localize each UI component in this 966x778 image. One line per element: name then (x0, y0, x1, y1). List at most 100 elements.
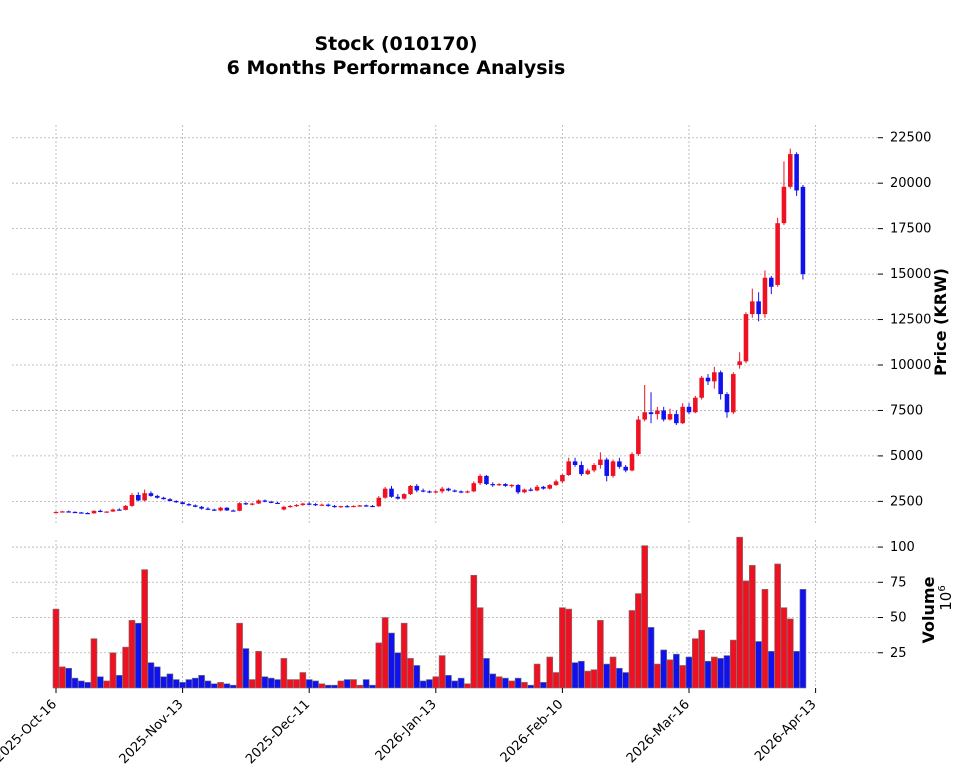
volume-bar (451, 680, 459, 689)
candle-body (572, 461, 578, 465)
candle-body (528, 489, 534, 491)
volume-bar (502, 677, 509, 689)
x-tick-label: 2026-Feb-10 (498, 697, 567, 766)
candle-body (199, 506, 204, 509)
candle-body (712, 372, 717, 382)
volume-bar (609, 656, 617, 689)
volume-bar (394, 652, 402, 689)
candle-body (344, 506, 350, 508)
candle-body (230, 510, 236, 512)
volume-bar (191, 677, 199, 689)
volume-bar (400, 622, 408, 689)
volume-bar (223, 683, 231, 689)
volume-bar (628, 610, 636, 689)
volume-bar (483, 658, 490, 689)
volume-bar (742, 580, 750, 689)
volume-bar (198, 675, 205, 689)
price-grid (12, 137, 878, 502)
candle-body (781, 186, 787, 224)
candle-body (534, 486, 540, 491)
volume-bar (141, 569, 148, 689)
candlesticks (53, 148, 806, 515)
candle-body (136, 495, 141, 501)
volume-bar (603, 663, 611, 689)
candle-body (53, 511, 59, 514)
volume-bar (799, 589, 807, 689)
volume-bar (780, 607, 788, 689)
volume-bar (318, 683, 326, 689)
candle-body (458, 491, 464, 493)
volume-bar (559, 607, 566, 689)
candle-body (294, 505, 299, 507)
candle-body (541, 486, 546, 489)
volume-bar (248, 679, 256, 689)
volume-bar (514, 677, 522, 689)
volume-tick-label: 100 (890, 540, 915, 555)
volume-bar (153, 666, 161, 689)
volume-bar (236, 622, 243, 689)
volume-bar (407, 658, 414, 689)
candle-body (243, 503, 249, 505)
candle-body (85, 513, 90, 515)
volume-bar (172, 679, 180, 689)
volume-bar (115, 675, 123, 689)
candle-body (693, 397, 698, 413)
volume-bar (698, 629, 705, 689)
candle-body (484, 475, 489, 485)
x-tick-label: 2025-Dec-11 (243, 697, 313, 767)
candle-body (566, 461, 572, 475)
volume-bar (774, 563, 781, 689)
candle-body (104, 511, 109, 513)
volume-bar (312, 680, 319, 689)
candle-body (281, 506, 287, 510)
volume-bar (90, 638, 98, 689)
candle-body (762, 277, 768, 315)
volume-exponent-base: 10 (937, 592, 955, 611)
volume-bar (97, 676, 104, 689)
candle-body (667, 414, 673, 420)
candle-body (180, 502, 185, 505)
candle-body (579, 465, 584, 475)
volume-bar (52, 608, 60, 689)
volume-bar (685, 656, 693, 689)
candle-body (794, 154, 799, 191)
candle-body (680, 406, 685, 424)
candle-body (617, 461, 622, 467)
candle-body (268, 501, 274, 503)
volume-axis-exponent: 106 (937, 585, 955, 610)
candle-body (496, 484, 502, 486)
volume-bar (255, 651, 262, 689)
volume-bar (78, 680, 85, 689)
volume-bar (210, 683, 218, 689)
candle-body (389, 488, 394, 497)
candle-body (357, 505, 363, 507)
volume-bar (293, 679, 300, 689)
volume-bar (755, 641, 762, 689)
volume-bar (679, 665, 686, 689)
volume-bar (660, 649, 667, 689)
candle-body (370, 505, 375, 508)
candle-body (395, 496, 401, 499)
candle-body (167, 499, 173, 501)
candle-body (547, 485, 553, 489)
candle-body (186, 504, 192, 506)
volume-bar (160, 676, 167, 689)
volume-bar (647, 627, 655, 689)
volume-bar (793, 651, 800, 689)
candle-body (363, 505, 369, 507)
volume-bar (369, 684, 376, 689)
volume-bar (305, 679, 313, 689)
candle-body (503, 484, 508, 486)
candle-body (420, 490, 426, 492)
candle-body (72, 511, 78, 514)
candle-body (287, 505, 293, 508)
candle-body (604, 459, 609, 476)
candle-body (129, 495, 135, 506)
candle-body (205, 508, 211, 510)
price-axis-label: Price (KRW) (931, 268, 950, 376)
volume-bar (736, 536, 743, 689)
volume-bar (185, 679, 193, 689)
volume-bar (286, 679, 294, 689)
candle-body (91, 510, 97, 514)
chart-title-line2: 6 Months Performance Analysis (227, 57, 566, 79)
